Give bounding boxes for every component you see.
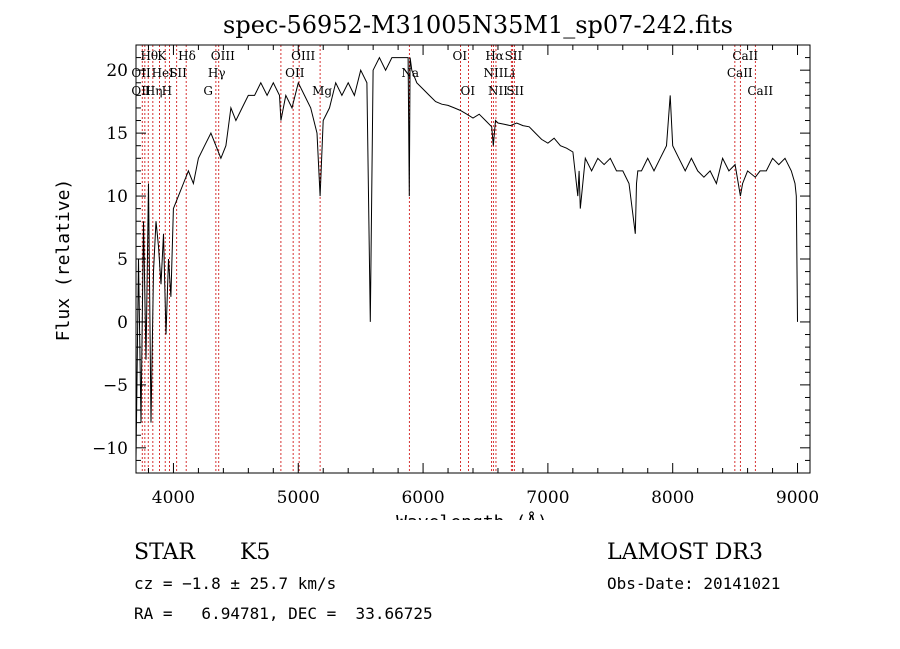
spectral-line-label: OIII xyxy=(291,49,315,63)
coordinates: RA = 6.94781, DEC = 33.66725 xyxy=(134,604,433,623)
y-axis-label: Flux (relative) xyxy=(53,179,74,342)
chart-title: spec-56952-M31005N35M1_sp07-242.fits xyxy=(223,11,733,39)
survey-name: LAMOST DR3 xyxy=(607,540,763,565)
redshift-cz: cz = −1.8 ± 25.7 km/s xyxy=(134,574,337,593)
spectral-line-label: OI xyxy=(453,49,468,63)
y-tick-label: −5 xyxy=(103,376,128,396)
spectral-line-label: HeI xyxy=(152,66,175,80)
spectral-line-label: NII xyxy=(483,66,503,80)
spectral-line-label: CaII xyxy=(747,84,773,98)
y-tick-label: 5 xyxy=(117,250,128,270)
x-tick-label: 7000 xyxy=(526,488,569,508)
x-tick-label: 4000 xyxy=(152,488,195,508)
y-tick-label: 10 xyxy=(106,187,128,207)
spectral-line-markers xyxy=(141,45,756,473)
spectral-line-label: Mg xyxy=(312,84,332,98)
x-tick-label: 8000 xyxy=(651,488,694,508)
object-type: STAR xyxy=(134,540,195,565)
y-tick-label: 0 xyxy=(117,313,128,333)
spectral-line-label: NII xyxy=(488,84,508,98)
spectral-line-label: OI xyxy=(461,84,476,98)
y-axis: −10 −5 0 5 10 15 20 xyxy=(92,57,810,461)
spectral-line-label: Li xyxy=(503,66,515,80)
observation-date: Obs-Date: 20141021 xyxy=(607,574,781,593)
spectral-line-label: OII xyxy=(285,66,305,80)
spectral-line-label: CaII xyxy=(732,49,758,63)
spectral-line-label: Hη xyxy=(145,84,163,98)
spectral-line-label: CaII xyxy=(727,66,753,80)
spectral-line-label: Hγ xyxy=(208,66,226,80)
spectral-line-label: SII xyxy=(506,84,524,98)
spectral-line-label: SII xyxy=(505,49,523,63)
spectral-subclass: K5 xyxy=(240,540,271,565)
spectral-line-label: OII xyxy=(131,66,151,80)
spectral-line-label: G xyxy=(203,84,213,98)
plot-frame xyxy=(135,44,811,474)
y-tick-label: 20 xyxy=(106,61,128,81)
x-tick-label: 5000 xyxy=(277,488,320,508)
y-tick-label: −10 xyxy=(92,439,128,459)
spectral-line-label: K xyxy=(157,49,167,63)
spectral-line-label: H xyxy=(162,84,172,98)
spectral-line-label: OIII xyxy=(211,49,235,63)
spectral-line-label: Hθ xyxy=(140,49,158,63)
x-tick-label: 9000 xyxy=(776,488,819,508)
spectrum-chart: spec-56952-M31005N35M1_sp07-242.fits Hθ K… xyxy=(53,11,819,520)
x-axis: 4000 5000 6000 7000 8000 9000 xyxy=(147,45,819,508)
spectral-line-label: Hα xyxy=(485,49,504,63)
y-tick-label: 15 xyxy=(106,124,128,144)
spectral-line-label: SII xyxy=(169,66,187,80)
x-axis-label: Wavelength (Å) xyxy=(396,511,548,520)
flux-series-line xyxy=(135,56,798,461)
x-tick-label: 6000 xyxy=(401,488,444,508)
spectral-line-label: Hδ xyxy=(178,49,196,63)
